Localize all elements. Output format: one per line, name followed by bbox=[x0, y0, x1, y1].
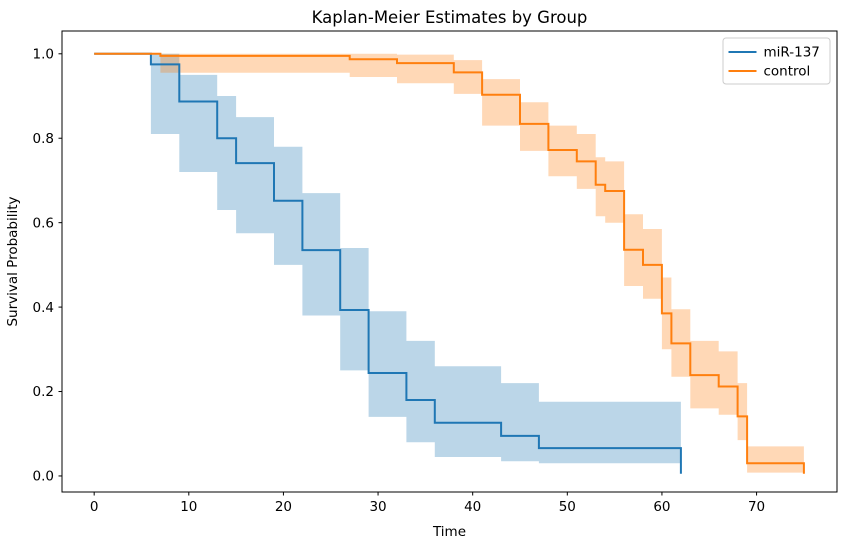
chart-title: Kaplan-Meier Estimates by Group bbox=[312, 8, 588, 27]
x-tick-label-10: 10 bbox=[180, 499, 197, 515]
x-axis-ticks: 0 10 20 30 40 50 60 70 bbox=[90, 492, 765, 515]
plot-frame bbox=[61, 30, 838, 493]
x-tick-label-60: 60 bbox=[653, 499, 670, 515]
legend-label-control: control bbox=[764, 64, 811, 80]
y-tick-label-0.4: 0.4 bbox=[33, 300, 54, 316]
survival-curve-miR-137 bbox=[94, 52, 682, 474]
x-tick-label-50: 50 bbox=[559, 499, 576, 515]
y-axis-ticks: 0.0 0.2 0.4 0.6 0.8 1.0 bbox=[33, 46, 62, 485]
x-tick-label-30: 30 bbox=[369, 499, 386, 515]
confidence-bands bbox=[150, 53, 804, 473]
x-axis-label: Time bbox=[432, 524, 466, 540]
ci-band-miR-137 bbox=[150, 53, 681, 464]
x-tick-label-70: 70 bbox=[748, 499, 765, 515]
y-tick-label-1.0: 1.0 bbox=[33, 46, 54, 62]
y-tick-label-0.0: 0.0 bbox=[33, 469, 54, 485]
legend-box bbox=[722, 37, 831, 85]
x-tick-label-40: 40 bbox=[464, 499, 481, 515]
y-tick-label-0.2: 0.2 bbox=[33, 384, 54, 400]
x-tick-label-20: 20 bbox=[275, 499, 292, 515]
y-tick-label-0.8: 0.8 bbox=[33, 131, 54, 147]
y-axis-label: Survival Probability bbox=[5, 196, 21, 326]
y-tick-label-0.6: 0.6 bbox=[33, 215, 54, 231]
ci-band-control bbox=[160, 53, 804, 473]
legend: miR-137 control bbox=[722, 37, 831, 85]
legend-label-miR-137: miR-137 bbox=[764, 45, 820, 61]
survival-curve-control bbox=[94, 52, 805, 474]
survival-curves bbox=[94, 52, 805, 474]
x-tick-label-0: 0 bbox=[90, 499, 99, 515]
legend-entries: miR-137 control bbox=[728, 45, 820, 80]
